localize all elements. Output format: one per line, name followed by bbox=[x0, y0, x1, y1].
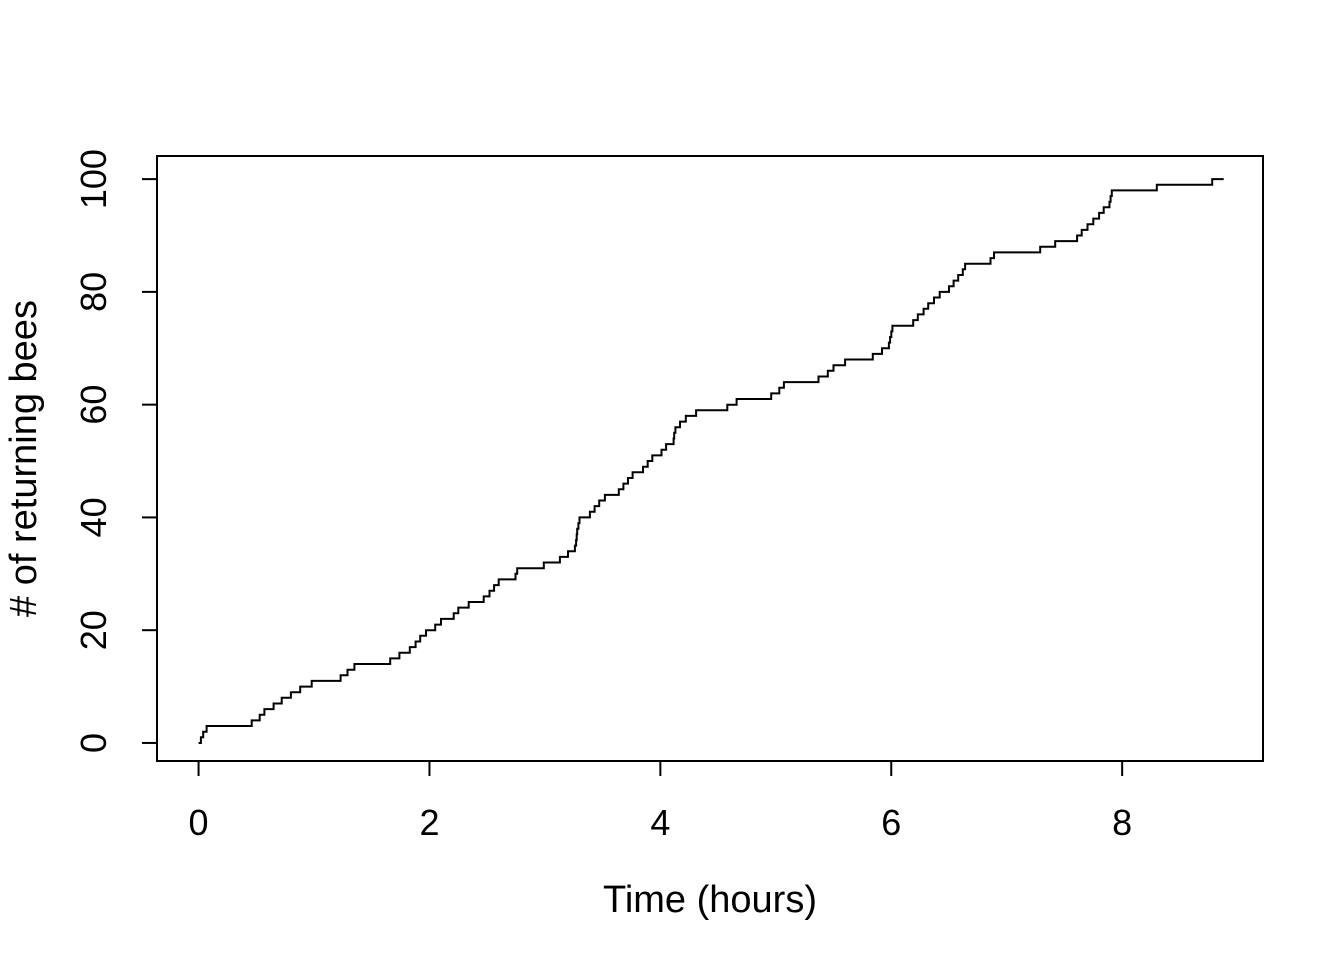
x-axis-title: Time (hours) bbox=[603, 879, 817, 921]
y-axis-tick-label: 40 bbox=[73, 497, 114, 537]
plot-box bbox=[156, 155, 1264, 762]
y-axis-tick-label: 80 bbox=[73, 272, 114, 312]
y-axis-tick-label: 20 bbox=[73, 610, 114, 650]
y-axis-tick-label: 0 bbox=[73, 733, 114, 753]
x-axis-tick-label: 8 bbox=[1112, 802, 1132, 843]
x-axis-tick-label: 2 bbox=[419, 802, 439, 843]
x-axis-tick-label: 6 bbox=[881, 802, 901, 843]
step-curve bbox=[198, 178, 1224, 744]
y-axis-tick-label: 60 bbox=[73, 385, 114, 425]
y-axis-title: # of returning bees bbox=[3, 300, 45, 617]
x-axis-tick-label: 0 bbox=[189, 802, 209, 843]
x-axis-tick-label: 4 bbox=[650, 802, 670, 843]
y-axis-tick-label: 100 bbox=[73, 149, 114, 209]
